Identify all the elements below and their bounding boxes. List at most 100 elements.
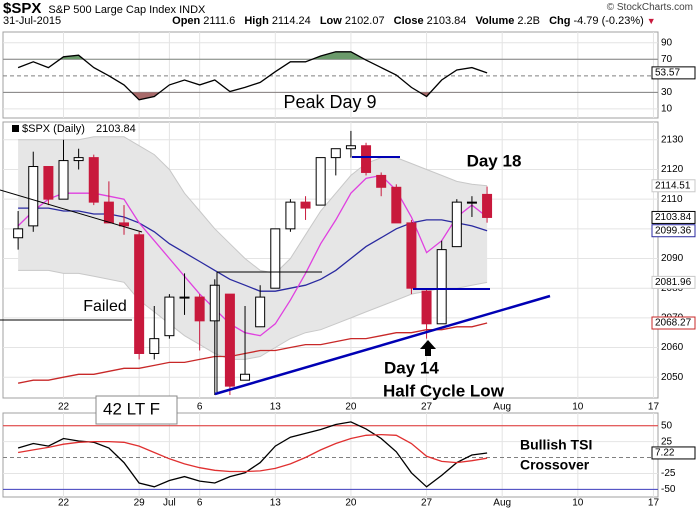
series-line <box>17 322 488 384</box>
x-tick-label: 6 <box>197 402 203 413</box>
x-tick-label: 20 <box>345 402 357 413</box>
low-label: Low <box>319 15 342 27</box>
candle-body <box>103 201 114 224</box>
value-label-box <box>651 66 696 80</box>
index-name: S&P 500 Large Cap Index <box>48 4 177 16</box>
x-tick-label: 22 <box>58 498 70 509</box>
value-label: 2099.36 <box>655 225 692 236</box>
y-tick-label: 70 <box>661 54 673 65</box>
candle-body <box>285 201 296 230</box>
plot: 1030709053.572229Jul6132027Aug1017205020… <box>2 31 696 509</box>
value-label-box <box>651 316 696 330</box>
annotation: Peak Day 9 <box>283 92 376 112</box>
panel-frame <box>2 31 659 119</box>
candle-body <box>466 201 477 204</box>
candle-body <box>134 234 145 354</box>
y-tick-label: 2060 <box>661 342 684 353</box>
date: 31-Jul-2015 <box>3 15 62 27</box>
annotation: Day 18 <box>467 151 522 170</box>
x-tick-label: 13 <box>270 402 282 413</box>
candle-body <box>194 296 205 322</box>
x-tick-label: 17 <box>648 498 660 509</box>
candle-body <box>209 284 220 322</box>
symbol: $SPX <box>3 0 42 17</box>
x-tick-label: 17 <box>648 402 660 413</box>
open-label: Open <box>172 15 201 27</box>
y-tick-label: 2050 <box>661 372 684 383</box>
candle-body <box>43 166 54 200</box>
value-label-box <box>651 179 696 193</box>
y-tick-label: 50 <box>661 420 673 431</box>
value-label: 2114.51 <box>655 180 691 191</box>
series-line <box>17 421 488 488</box>
candle-body <box>179 296 190 299</box>
value-label: 2103.84 <box>655 212 692 223</box>
candle-body <box>330 148 341 159</box>
y-tick-label: -25 <box>661 468 676 479</box>
candle-body <box>451 201 462 248</box>
open-value: 2111.6 <box>203 15 236 27</box>
series-line <box>17 51 488 101</box>
candle-body <box>345 145 356 150</box>
copyright: © StockCharts.com <box>606 2 693 13</box>
value-label: 7.22 <box>655 448 675 459</box>
candle-body <box>240 373 251 381</box>
candle-body <box>391 186 402 224</box>
value-label: 2081.96 <box>655 277 692 288</box>
x-tick-label: 29 <box>134 498 146 509</box>
x-tick-label: Jul <box>163 498 176 509</box>
candle-body <box>28 166 39 227</box>
value-label-box <box>651 210 696 224</box>
trend-line <box>214 294 551 396</box>
y-tick-label: 2110 <box>661 194 683 205</box>
y-tick-label: -50 <box>661 484 676 495</box>
close-label: Close <box>393 15 424 27</box>
change-value: -4.79 (-0.23%) <box>573 15 644 27</box>
x-tick-label: 20 <box>345 498 357 509</box>
y-tick-label: 25 <box>661 436 673 447</box>
x-tick-label: Aug <box>493 402 511 413</box>
arrow-up <box>420 340 436 356</box>
value-label-box <box>651 446 696 460</box>
candle-body <box>149 338 160 354</box>
candle-body <box>224 293 235 387</box>
value-label-box <box>651 224 696 238</box>
candle-body <box>88 157 99 203</box>
value-label-box <box>651 275 696 289</box>
candle-body <box>13 228 24 239</box>
annotation: Day 14 <box>384 358 439 377</box>
candle-body <box>73 157 84 162</box>
x-tick-label: 27 <box>421 498 433 509</box>
legend-swatch <box>12 125 19 132</box>
annotation: 42 LT F <box>103 399 160 418</box>
annotation: Crossover <box>520 457 590 473</box>
candle-body <box>270 228 281 289</box>
annotation: Bullish TSI <box>520 437 592 453</box>
volume-value: 2.2B <box>517 15 541 27</box>
candle-body <box>315 157 326 206</box>
candle-body <box>300 201 311 209</box>
annotation-box <box>95 395 178 425</box>
high-value: 2114.24 <box>271 15 311 27</box>
candle-body <box>482 193 493 218</box>
value-label: 2068.27 <box>655 318 692 329</box>
value-label: 53.57 <box>655 68 680 79</box>
x-tick-label: 13 <box>270 498 282 509</box>
series-line <box>17 433 488 473</box>
down-arrow: ▼ <box>646 16 656 26</box>
panel-frame <box>2 412 659 498</box>
drawn-line <box>0 189 143 233</box>
low-value: 2102.07 <box>344 15 385 27</box>
y-tick-label: 2130 <box>661 134 684 145</box>
x-tick-label: 10 <box>572 402 584 413</box>
y-tick-label: 90 <box>661 37 673 48</box>
x-tick-label: 27 <box>421 402 433 413</box>
change-label: Chg <box>549 15 571 27</box>
band-upper <box>18 136 488 274</box>
annotation: Half Cycle Low <box>383 381 505 400</box>
annotations: Peak Day 9 Day 18 Failed Day 14 Half Cycle L… <box>83 92 592 473</box>
header-line: $SPX S&P 500 Large Cap Index INDX © Stoc… <box>3 0 693 17</box>
candle-body <box>421 290 432 325</box>
